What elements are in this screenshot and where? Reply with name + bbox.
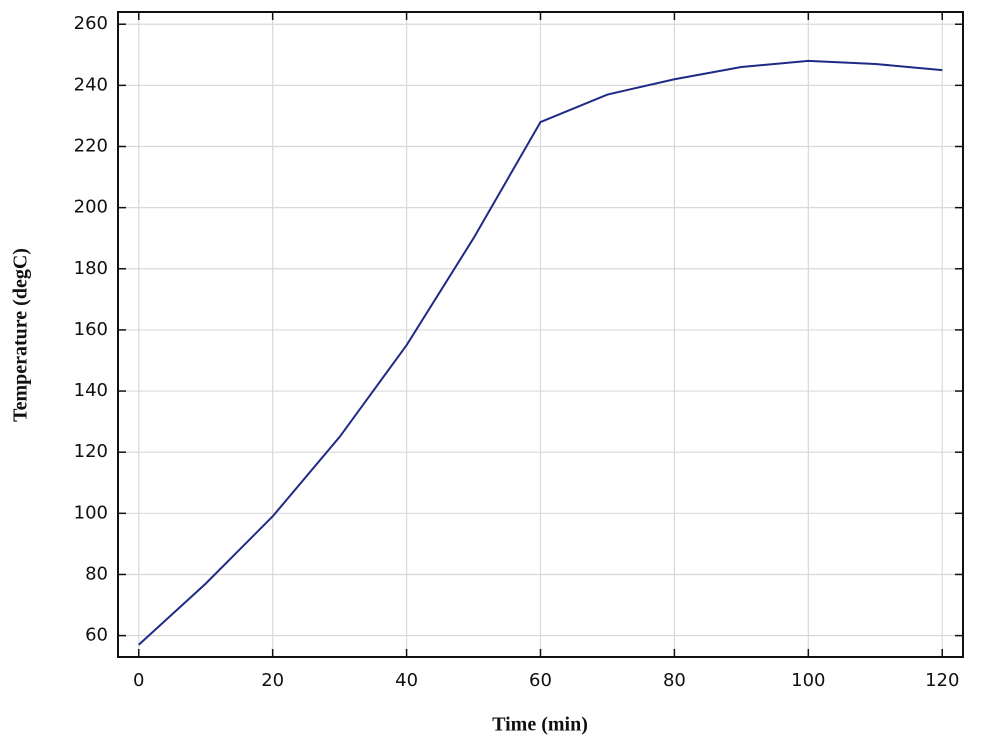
y-tick-label: 220 <box>74 136 108 157</box>
y-axis-title: Temperature (degC) <box>10 248 32 422</box>
y-tick-label: 200 <box>74 197 108 218</box>
x-tick-label: 60 <box>529 670 552 691</box>
y-tick-label: 240 <box>74 74 108 95</box>
x-tick-label: 0 <box>133 670 144 691</box>
y-tick-label: 260 <box>74 13 108 34</box>
x-tick-label: 100 <box>791 670 825 691</box>
y-tick-label: 140 <box>74 380 108 401</box>
plot-frame <box>117 11 964 658</box>
y-tick-label: 100 <box>74 502 108 523</box>
y-tick-label: 60 <box>85 625 108 646</box>
x-tick-label: 80 <box>663 670 686 691</box>
x-tick-label: 20 <box>261 670 284 691</box>
y-tick-label: 80 <box>85 563 108 584</box>
x-tick-label: 120 <box>925 670 959 691</box>
x-tick-label: 40 <box>395 670 418 691</box>
y-tick-label: 180 <box>74 258 108 279</box>
y-tick-label: 160 <box>74 319 108 340</box>
y-tick-label: 120 <box>74 441 108 462</box>
x-axis-title: Time (min) <box>492 714 588 736</box>
data-line <box>138 59 943 646</box>
